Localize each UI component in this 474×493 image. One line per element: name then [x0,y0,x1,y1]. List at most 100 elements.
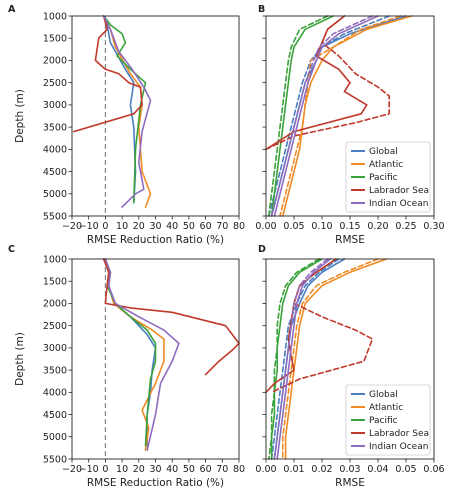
x-tick-label: 0.06 [423,464,444,475]
x-tick-label: 40 [166,221,178,232]
series-line-atlantic-dashed [279,15,402,217]
x-tick-label: 10 [116,464,128,475]
y-tick-label: 1000 [43,11,67,22]
x-tick-label: 0 [102,221,108,232]
x-tick-label: 0.30 [423,221,444,232]
x-tick-label: 0.03 [339,464,360,475]
x-tick-label: 60 [200,221,212,232]
series-line-labrador-sea-solid [265,15,368,151]
legend-label-atlantic: Atlantic [369,403,403,413]
panel-letter: C [8,244,15,255]
legend-label-global: Global [369,390,398,400]
y-axis-label: Depth (m) [14,89,26,143]
y-tick-label: 4500 [43,167,67,178]
x-tick-label: 0.02 [311,464,332,475]
legend-box [345,384,431,456]
x-tick-label: 0 [102,464,108,475]
y-tick-label: 5000 [43,432,67,443]
series-line-global-dashed [270,258,340,460]
x-tick-label: 0.00 [255,221,276,232]
y-tick-label: 2000 [43,56,67,67]
series-line-indian-ocean-dashed [270,15,374,217]
x-tick-label: 80 [233,464,245,475]
y-tick-label: 5500 [43,211,67,222]
x-axis-label: RMSE [335,477,365,489]
legend-label-pacific: Pacific [369,173,398,183]
x-tick-label: 0.01 [283,464,304,475]
series-line-pacific-solid [270,15,335,217]
legend-label-atlantic: Atlantic [369,160,403,170]
x-tick-label: 50 [183,221,195,232]
y-axis-label: Depth (m) [14,332,26,386]
series-group [265,15,413,217]
series-line-pacific [102,258,157,447]
x-tick-label: 60 [200,464,212,475]
y-tick-label: 4000 [43,145,67,156]
y-tick-label: 1500 [43,34,67,45]
x-tick-label: 0.25 [395,221,416,232]
x-tick-label: 40 [166,464,178,475]
y-tick-label: 3000 [43,343,67,354]
legend-label-global: Global [369,147,398,157]
y-tick-label: 1500 [43,277,67,288]
panel-b: B 0.00 0.05 0.10 0.15 0.20 0.25 0.30 RMSE Global A… [255,4,444,246]
x-tick-label: 20 [133,221,145,232]
x-axis-label: RMSE [335,234,365,246]
x-tick-label: 0.04 [367,464,388,475]
x-tick-label: 10 [116,221,128,232]
series-line-pacific-dashed [267,258,321,460]
legend: Global Atlantic Pacific Labrador Sea Indian … [345,141,431,213]
legend-label-labrador-sea: Labrador Sea [369,429,429,439]
series-line-pacific-solid [270,258,323,460]
x-tick-label: −10 [79,221,99,232]
series-line-atlantic-dashed [281,258,379,460]
x-tick-label: 20 [133,464,145,475]
y-tick-label: 2500 [43,78,67,89]
series-group [72,15,152,208]
panel-c: C −20−10 0 10 20 30 40 50 60 70 80 1000 1500 2000 2500… [8,244,245,489]
y-tick-label: 3500 [43,365,67,376]
series-line-labrador-sea-dashed [270,258,374,394]
x-tick-label: 0.00 [255,464,276,475]
y-tick-label: 1000 [43,254,67,265]
legend-label-indian-ocean: Indian Ocean [369,199,428,209]
x-tick-label: −20 [62,221,82,232]
y-tick-label: 5000 [43,189,67,200]
panel-a: A −20−10 0 10 20 30 40 50 60 70 80 1000 1500 2000 2500… [8,4,245,246]
y-tick-label: 4000 [43,388,67,399]
series-line-pacific [102,15,147,204]
x-tick-label: 0.15 [339,221,360,232]
x-tick-label: 80 [233,221,245,232]
series-line-global [102,15,137,204]
series-line-indian-ocean-solid [276,258,332,460]
series-line-indian-ocean-solid [273,15,379,217]
legend: Global Atlantic Pacific Labrador Sea Indian … [345,384,431,456]
y-tick-label: 2000 [43,299,67,310]
legend-label-pacific: Pacific [369,416,398,426]
x-tick-label: 30 [149,221,161,232]
series-line-indian-ocean-dashed [273,258,329,460]
series-line-indian-ocean [104,258,180,451]
series-line-labrador-sea-dashed [265,15,391,151]
series-line-indian-ocean [102,15,152,208]
panel-letter: B [258,4,265,15]
series-line-labrador-sea [102,258,240,376]
y-tick-label: 2500 [43,321,67,332]
series-line-pacific-dashed [267,15,329,217]
series-line-atlantic-solid [284,258,388,460]
x-tick-label: 70 [216,464,228,475]
x-tick-label: −10 [79,464,99,475]
x-tick-label: 0.20 [367,221,388,232]
x-tick-label: 0.05 [395,464,416,475]
legend-label-indian-ocean: Indian Ocean [369,442,428,452]
y-tick-label: 3000 [43,100,67,111]
y-tick-label: 4500 [43,410,67,421]
series-group [265,258,388,460]
x-tick-label: 70 [216,221,228,232]
panel-letter: D [258,244,266,255]
y-tick-label: 5500 [43,454,67,465]
series-group [102,258,240,451]
panel-letter: A [8,4,16,15]
panel-d: D 0.00 0.01 0.02 0.03 0.04 0.05 0.06 RMSE Global A… [255,244,444,489]
x-axis-label: RMSE Reduction Ratio (%) [87,477,224,489]
